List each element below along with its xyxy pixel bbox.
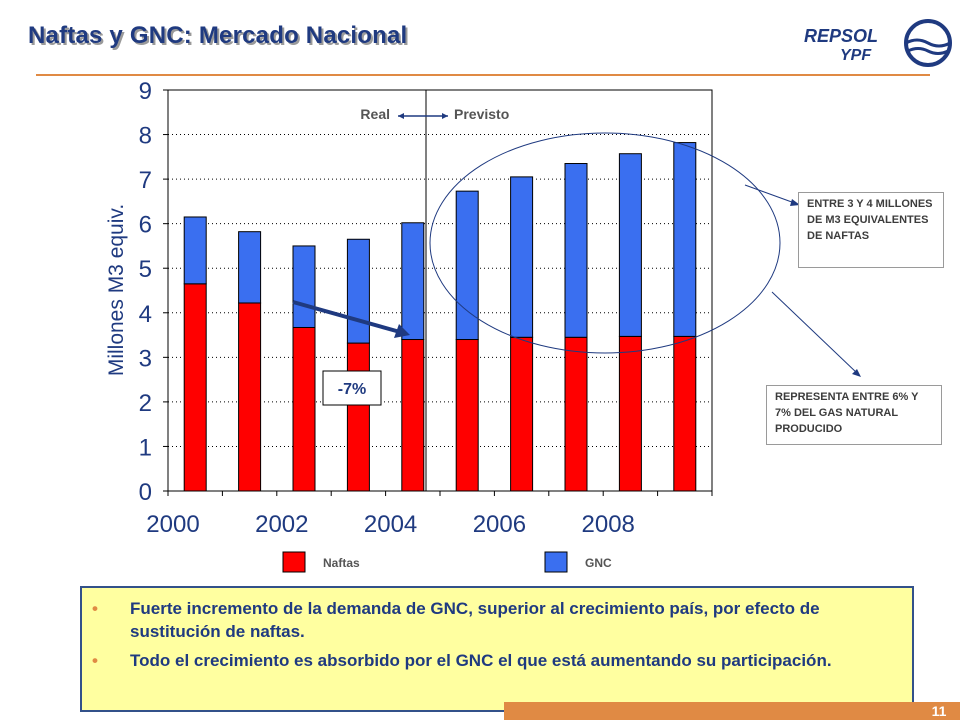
bar-naftas [618,335,642,492]
callout-naftas-equivalent: ENTRE 3 Y 4 MILLONES DE M3 EQUIVALENTES … [798,192,944,268]
bar-naftas [510,336,534,492]
bar-gnc [401,222,425,341]
bar-gnc [673,142,697,337]
logo-emblem-icon [904,19,952,67]
bar-gnc [455,190,479,341]
x-tick-label: 2008 [582,511,635,538]
bar-naftas [292,326,316,492]
bar-gnc [238,231,262,304]
y-tick-label: 5 [139,256,152,283]
summary-bullet-text: Todo el crecimiento es absorbido por el … [130,651,832,670]
y-tick-label: 4 [139,301,152,328]
bar-gnc [292,245,316,328]
bar-gnc [510,176,534,338]
y-tick-label: 7 [139,167,152,194]
trend-arrow-head-icon [394,324,410,338]
page-number: 11 [918,702,960,720]
legend-label-naftas: Naftas [323,556,360,570]
forecast-highlight-ellipse [429,132,781,354]
bar-naftas [673,335,697,492]
bar-naftas [564,336,588,492]
y-tick-label: 2 [139,390,152,417]
y-tick-label: 3 [139,345,152,372]
title-divider [36,74,930,76]
y-tick-label: 0 [139,479,152,506]
y-tick-label: 6 [139,212,152,239]
x-tick-label: 2002 [255,511,308,538]
logo-text-repsol: REPSOL [804,26,878,46]
summary-bullet-text: Fuerte incremento de la demanda de GNC, … [130,599,820,641]
bar-naftas [183,283,207,492]
x-tick-label: 2006 [473,511,526,538]
summary-bullet: • Fuerte incremento de la demanda de GNC… [92,597,896,643]
bar-naftas [346,342,370,492]
summary-panel: • Fuerte incremento de la demanda de GNC… [80,586,914,712]
x-tick-label: 2000 [146,511,199,538]
arrow-head-right-icon [442,113,448,119]
footer-bar [504,702,960,720]
y-tick-label: 8 [139,123,152,150]
callout-bottom-connector [771,291,859,375]
y-axis-label: Millones M3 equiv. [105,204,128,376]
bar-naftas [238,302,262,492]
x-tick-label: 2004 [364,511,417,538]
callout-gas-share: REPRESENTA ENTRE 6% Y 7% DEL GAS NATURAL… [766,385,942,445]
y-tick-label: 9 [139,78,152,105]
callout-bottom-arrow-icon [852,369,861,377]
label-real: Real [360,106,390,122]
repsol-ypf-logo: REPSOL YPF [804,19,952,67]
callout-top-arrow-icon [790,199,800,206]
y-tick-label: 1 [139,434,152,461]
bar-gnc [618,153,642,337]
label-previsto: Previsto [454,106,509,122]
bar-naftas [401,339,425,492]
trend-arrow [292,300,401,334]
bar-gnc [346,238,370,344]
trend-label-box [322,370,382,406]
legend-swatch-gnc [544,551,568,573]
legend-swatch-naftas [282,551,306,573]
trend-label: -7% [338,381,366,398]
bullet-marker: • [92,651,98,670]
logo-text-ypf: YPF [840,47,872,64]
callout-top-connector [744,184,801,206]
bullet-marker: • [92,599,98,618]
slide-title: Naftas y GNC: Mercado Nacional [28,22,408,49]
bar-gnc [564,163,588,338]
summary-bullet: • Todo el crecimiento es absorbido por e… [92,649,896,672]
legend-label-gnc: GNC [585,556,612,570]
arrow-head-left-icon [398,113,404,119]
bar-naftas [455,339,479,492]
bar-gnc [183,216,207,285]
